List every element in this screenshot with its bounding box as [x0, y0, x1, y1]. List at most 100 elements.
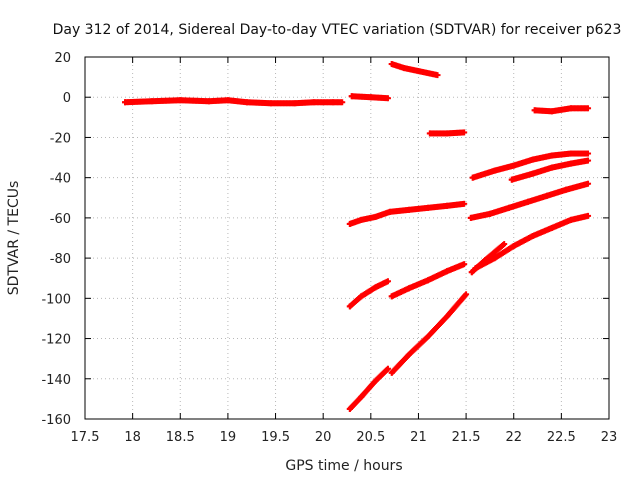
data-points	[122, 61, 592, 412]
y-tick-label: -60	[50, 212, 71, 227]
series-arc-8	[346, 200, 468, 227]
plot-frame	[84, 56, 610, 420]
data-point	[424, 277, 431, 284]
data-point	[585, 180, 592, 187]
data-point	[491, 255, 498, 262]
data-point	[567, 150, 574, 157]
series-arc-15	[388, 291, 470, 376]
data-point	[388, 369, 395, 376]
data-point	[567, 105, 574, 112]
x-tick-label: 20.5	[356, 430, 385, 445]
series-arc-3	[388, 61, 441, 79]
data-point	[529, 232, 536, 239]
series-arc-7	[508, 157, 592, 183]
data-point	[508, 176, 515, 183]
y-tick-label: -40	[50, 172, 71, 187]
data-point	[384, 95, 391, 102]
data-point	[372, 213, 379, 220]
data-point	[372, 284, 379, 291]
y-tick-label: -140	[41, 373, 71, 388]
data-point	[339, 99, 346, 106]
series-arc-5	[531, 105, 592, 115]
data-point	[388, 61, 395, 68]
data-point	[384, 278, 391, 285]
data-point	[358, 293, 365, 300]
x-tick-label: 17.5	[71, 430, 100, 445]
data-point	[548, 224, 555, 231]
data-point	[548, 164, 555, 171]
data-point	[122, 99, 129, 106]
y-axis-label: SDTVAR / TECUs	[6, 181, 22, 296]
series-arc-2	[348, 93, 391, 102]
data-point	[224, 97, 231, 104]
data-point	[461, 200, 468, 207]
data-point	[291, 100, 298, 107]
x-tick-label: 22	[505, 430, 522, 445]
data-point	[426, 130, 433, 137]
x-axis-label: GPS time / hours	[285, 458, 402, 474]
data-point	[358, 393, 365, 400]
series-arc-9	[467, 180, 592, 221]
data-point	[585, 212, 592, 219]
data-point	[434, 72, 441, 79]
x-tick-label: 18.5	[166, 430, 195, 445]
data-point	[585, 150, 592, 157]
data-point	[461, 129, 468, 136]
data-point	[177, 97, 184, 104]
data-point	[444, 313, 451, 320]
data-point	[415, 68, 422, 75]
series-arc-10	[346, 278, 391, 310]
data-point	[310, 99, 317, 106]
data-point	[444, 268, 451, 275]
data-point	[205, 98, 212, 105]
x-tick-label: 20	[315, 430, 332, 445]
data-point	[567, 160, 574, 167]
data-point	[548, 108, 555, 115]
data-point	[505, 204, 512, 211]
data-point	[267, 100, 274, 107]
data-point	[405, 285, 412, 292]
data-point	[510, 243, 517, 250]
data-point	[329, 99, 336, 106]
data-point	[544, 192, 551, 199]
data-point	[346, 405, 353, 412]
axes: 17.5 18 18.5 19 19.5 20 20.5 21 21.5 22 22.5 23 -160…	[41, 51, 617, 445]
data-point	[585, 105, 592, 112]
x-tick-label: 19.5	[261, 430, 290, 445]
data-point	[372, 377, 379, 384]
data-point	[501, 241, 508, 248]
data-point	[386, 208, 393, 215]
series-arc-13	[472, 212, 592, 272]
data-point	[463, 291, 470, 298]
series-arc-6	[469, 150, 592, 181]
data-point	[472, 265, 479, 272]
y-tick-label: 0	[63, 91, 71, 106]
series-arc-4	[426, 129, 468, 137]
data-point	[548, 152, 555, 159]
data-point	[491, 167, 498, 174]
data-point	[348, 93, 355, 100]
data-point	[424, 204, 431, 211]
data-point	[469, 174, 476, 181]
data-point	[346, 220, 353, 227]
data-point	[405, 206, 412, 213]
data-point	[384, 365, 391, 372]
data-point	[243, 99, 250, 106]
x-tick-label: 22.5	[547, 430, 576, 445]
data-point	[461, 261, 468, 268]
y-tick-label: -100	[41, 292, 71, 307]
y-tick-label: 20	[54, 51, 71, 66]
series-arc-1	[122, 97, 346, 107]
data-point	[424, 333, 431, 340]
x-tick-label: 18	[124, 430, 141, 445]
data-point	[405, 351, 412, 358]
data-point	[467, 214, 474, 221]
x-tick-label: 21	[410, 430, 427, 445]
data-point	[585, 157, 592, 164]
data-point	[346, 303, 353, 310]
data-point	[486, 210, 493, 217]
data-point	[444, 130, 451, 137]
y-tick-label: -80	[50, 252, 71, 267]
data-point	[567, 216, 574, 223]
